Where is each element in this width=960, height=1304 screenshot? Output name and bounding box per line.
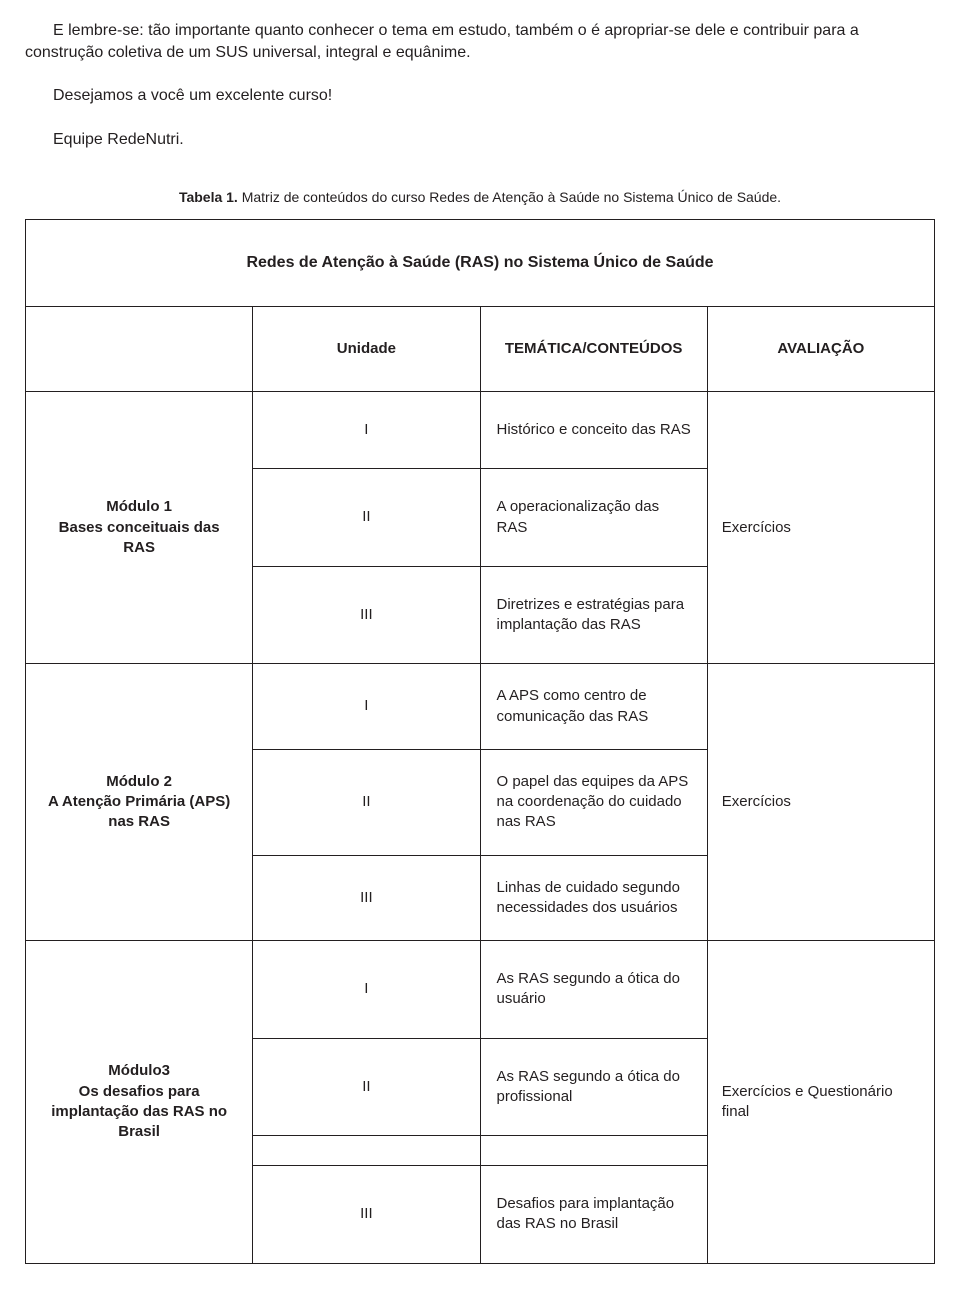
module-3-unit-3-num: III	[253, 1166, 480, 1264]
module-1-subtitle: Bases conceituais das RAS	[42, 518, 236, 559]
module-2-unit-1-num: I	[253, 664, 480, 750]
module-2-unit-3-content: Linhas de cuidado segundo necessidades d…	[480, 855, 707, 941]
module-1-evaluation: Exercícios	[707, 392, 934, 664]
module-3-unit-2-content: As RAS segundo a ótica do profissional	[480, 1038, 707, 1136]
module-3-spacer-content	[480, 1136, 707, 1166]
header-evaluation: AVALIAÇÃO	[707, 306, 934, 391]
module-3-unit-3-content: Desafios para implantação das RAS no Bra…	[480, 1166, 707, 1264]
table-header-row: Unidade TEMÁTICA/CONTEÚDOS AVALIAÇÃO	[26, 306, 935, 391]
table-row: Módulo 1 Bases conceituais das RAS I His…	[26, 392, 935, 469]
module-2-unit-2-num: II	[253, 749, 480, 855]
intro-paragraph-1: E lembre-se: tão importante quanto conhe…	[25, 20, 935, 63]
intro-signature: Equipe RedeNutri.	[25, 129, 935, 151]
module-2-unit-2-content: O papel das equipes da APS na coordenaçã…	[480, 749, 707, 855]
table-caption-text: Matriz de conteúdos do curso Redes de At…	[238, 189, 781, 205]
module-1-cell: Módulo 1 Bases conceituais das RAS	[26, 392, 253, 664]
module-1-unit-1-num: I	[253, 392, 480, 469]
module-3-title: Módulo3	[42, 1061, 236, 1081]
header-unit: Unidade	[253, 306, 480, 391]
module-2-evaluation: Exercícios	[707, 664, 934, 941]
module-1-unit-3-num: III	[253, 566, 480, 664]
table-row: Módulo3 Os desafios para implantação das…	[26, 941, 935, 1039]
module-3-unit-2-num: II	[253, 1038, 480, 1136]
module-2-unit-3-num: III	[253, 855, 480, 941]
module-3-spacer-unit	[253, 1136, 480, 1166]
module-3-unit-1-num: I	[253, 941, 480, 1039]
module-3-subtitle: Os desafios para implantação das RAS no …	[42, 1082, 236, 1143]
module-1-unit-3-content: Diretrizes e estratégias para implantaçã…	[480, 566, 707, 664]
module-3-evaluation: Exercícios e Questionário final	[707, 941, 934, 1264]
content-matrix-table: Redes de Atenção à Saúde (RAS) no Sistem…	[25, 219, 935, 1263]
module-2-cell: Módulo 2 A Atenção Primária (APS) nas RA…	[26, 664, 253, 941]
module-1-unit-1-content: Histórico e conceito das RAS	[480, 392, 707, 469]
module-2-title: Módulo 2	[42, 772, 236, 792]
module-3-cell: Módulo3 Os desafios para implantação das…	[26, 941, 253, 1264]
module-1-unit-2-num: II	[253, 469, 480, 567]
module-1-title: Módulo 1	[42, 497, 236, 517]
table-row: Módulo 2 A Atenção Primária (APS) nas RA…	[26, 664, 935, 750]
module-2-subtitle: A Atenção Primária (APS) nas RAS	[42, 792, 236, 833]
table-caption-label: Tabela 1.	[179, 189, 238, 205]
table-title-cell: Redes de Atenção à Saúde (RAS) no Sistem…	[26, 220, 935, 307]
module-3-unit-1-content: As RAS segundo a ótica do usuário	[480, 941, 707, 1039]
module-1-unit-2-content: A operacionalização das RAS	[480, 469, 707, 567]
header-module	[26, 306, 253, 391]
table-caption: Tabela 1. Matriz de conteúdos do curso R…	[25, 188, 935, 207]
header-content: TEMÁTICA/CONTEÚDOS	[480, 306, 707, 391]
intro-paragraph-2: Desejamos a você um excelente curso!	[25, 85, 935, 107]
table-title-row: Redes de Atenção à Saúde (RAS) no Sistem…	[26, 220, 935, 307]
module-2-unit-1-content: A APS como centro de comunicação das RAS	[480, 664, 707, 750]
